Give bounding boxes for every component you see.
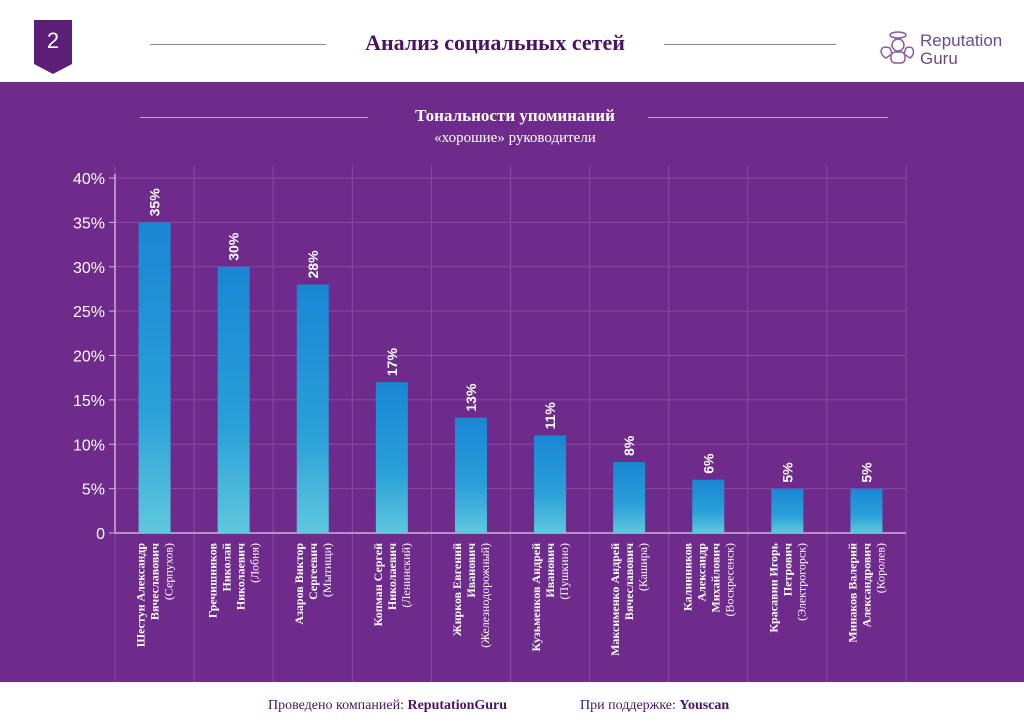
x-tick-label-line: (Серпухов) <box>162 543 176 600</box>
y-tick-label: 35% <box>73 215 105 232</box>
x-tick-label: КалинниковАлександрМихайлович(Воскресенс… <box>680 542 736 616</box>
data-label: 28% <box>305 250 321 279</box>
bar <box>850 488 883 533</box>
y-tick-label: 15% <box>73 393 105 410</box>
data-label: 17% <box>384 348 400 377</box>
x-tick-label-line: (Лобня) <box>248 543 262 583</box>
x-tick-label-line: Копман Сергей <box>371 543 385 626</box>
x-tick-label-line: Николаевич <box>234 543 248 610</box>
x-tick-label-line: (Ленинский) <box>399 543 413 608</box>
data-label: 13% <box>463 383 479 412</box>
x-tick-label-line: Максименко Андрей <box>608 543 622 656</box>
x-tick-label-line: Николаевич <box>385 543 399 610</box>
x-tick-label-line: (Кашира) <box>636 543 650 591</box>
bar <box>692 479 725 533</box>
zigzag-divider <box>0 74 1024 82</box>
x-tick-label-line: (Железнодорожный) <box>478 543 492 648</box>
y-tick-label: 40% <box>73 171 105 188</box>
data-label: 6% <box>700 453 716 474</box>
x-tick-label-line: Петрович <box>780 543 794 596</box>
footer-left-prefix: Проведено компанией: <box>268 698 404 713</box>
x-tick-label-line: Азаров Виктор <box>292 543 306 625</box>
x-tick-label-line: Гречишников <box>206 542 220 618</box>
title-rule-left <box>150 44 326 45</box>
footer-right: При поддержке: Youscan <box>580 698 729 714</box>
footer-left: Проведено компанией: ReputationGuru <box>268 698 507 714</box>
slide-number-badge <box>34 20 72 74</box>
angel-logo-icon <box>880 31 915 64</box>
header-bar <box>0 0 1024 82</box>
x-tick-label: Жирков ЕвгенийИванович(Железнодорожный) <box>450 543 492 648</box>
x-tick-label-line: Александрович <box>859 543 873 628</box>
x-tick-label-line: (Мытищи) <box>320 543 334 597</box>
chart-subtitle: «хорошие» руководители <box>434 130 596 146</box>
x-tick-label-line: Иванович <box>543 543 557 598</box>
bar <box>217 266 250 533</box>
logo-line-1: Reputation <box>920 31 1003 50</box>
logo-wordmark: Reputation Guru <box>920 32 1002 68</box>
y-tick-label: 30% <box>73 260 105 277</box>
y-tick-label: 10% <box>73 437 105 454</box>
x-tick-label: Шестун АлександрВячеславович(Серпухов) <box>134 543 176 647</box>
y-tick-label: 5% <box>82 482 105 499</box>
x-tick-label: Азаров ВикторСергеевич(Мытищи) <box>292 543 334 625</box>
slide-number: 2 <box>46 28 60 53</box>
x-tick-label-line: Александр <box>694 543 708 602</box>
x-tick-label-line: (Воскресенск) <box>722 543 736 616</box>
bar <box>613 462 646 533</box>
y-tick-label: 20% <box>73 349 105 366</box>
y-tick-label: 25% <box>73 304 105 321</box>
x-tick-label-line: Минаков Валерий <box>845 543 859 643</box>
x-tick-label: Максименко АндрейВячеславович(Кашира) <box>608 543 650 656</box>
x-tick-label-line: (Королев) <box>873 543 887 593</box>
x-tick-label-line: Иванович <box>464 543 478 598</box>
x-tick-label: Кузьменков АндрейИванович(Пушкино) <box>529 543 571 652</box>
bar <box>454 417 487 533</box>
x-tick-label-line: Красавин Игорь <box>766 542 780 632</box>
x-tick-label-line: Кузьменков Андрей <box>529 543 543 652</box>
chart-title-rule-left <box>140 117 368 118</box>
data-label: 5% <box>858 462 874 483</box>
y-tick-label: 0 <box>96 526 105 543</box>
footer-right-prefix: При поддержке: <box>580 698 676 713</box>
x-tick-label-line: Сергеевич <box>306 543 320 600</box>
chart-title-rule-right <box>648 117 888 118</box>
footer-bar <box>0 682 1024 723</box>
data-label: 8% <box>621 435 637 456</box>
x-tick-label-line: Шестун Александр <box>134 543 148 647</box>
page-title: Анализ социальных сетей <box>365 30 625 55</box>
x-tick-label-line: Вячеславович <box>622 543 636 620</box>
data-label: 35% <box>147 188 163 217</box>
footer-left-company: ReputationGuru <box>407 698 508 713</box>
data-label: 30% <box>226 232 242 261</box>
bar <box>771 488 804 533</box>
bar <box>296 284 329 533</box>
x-tick-label: Красавин ИгорьПетрович(Электрогорск) <box>766 542 808 632</box>
title-rule-right <box>664 44 836 45</box>
x-tick-label-line: Жирков Евгений <box>450 543 464 636</box>
footer-right-company: Youscan <box>679 698 730 713</box>
x-tick-label-line: (Пушкино) <box>557 543 571 600</box>
data-label: 5% <box>779 462 795 483</box>
x-tick-label-line: Николай <box>220 543 234 592</box>
x-tick-label-line: Калинников <box>680 542 694 610</box>
x-tick-label: Минаков ВалерийАлександрович(Королев) <box>845 543 887 643</box>
data-label: 11% <box>542 402 558 430</box>
x-tick-label-line: Михайлович <box>708 543 722 613</box>
logo-line-2: Guru <box>920 49 958 68</box>
x-tick-label: ГречишниковНиколайНиколаевич(Лобня) <box>206 542 262 618</box>
bar <box>375 382 408 533</box>
bar <box>138 222 171 533</box>
chart-title: Тональности упоминаний <box>415 106 615 125</box>
chart-panel <box>0 84 1024 682</box>
x-tick-label-line: (Электрогорск) <box>794 543 808 621</box>
x-tick-label-line: Вячеславович <box>148 543 162 620</box>
x-tick-label: Копман СергейНиколаевич(Ленинский) <box>371 543 413 627</box>
bar <box>534 435 567 533</box>
